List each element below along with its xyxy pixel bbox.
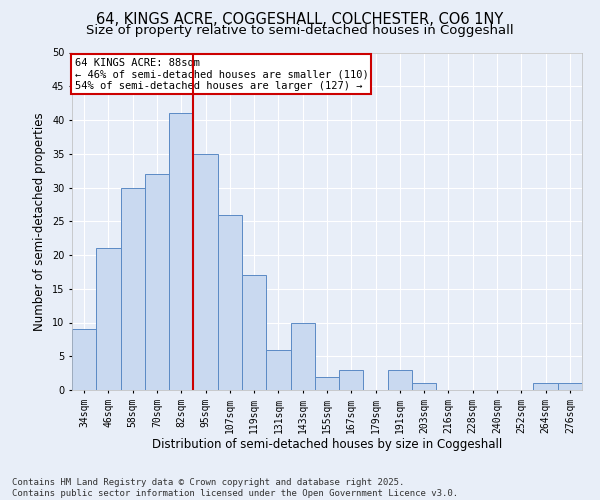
Bar [533, 383, 558, 390]
Bar [266, 350, 290, 390]
Bar [96, 248, 121, 390]
Bar [121, 188, 145, 390]
Bar [558, 383, 582, 390]
Bar [290, 322, 315, 390]
Text: Size of property relative to semi-detached houses in Coggeshall: Size of property relative to semi-detach… [86, 24, 514, 37]
Bar [145, 174, 169, 390]
X-axis label: Distribution of semi-detached houses by size in Coggeshall: Distribution of semi-detached houses by … [152, 438, 502, 452]
Y-axis label: Number of semi-detached properties: Number of semi-detached properties [34, 112, 46, 330]
Bar [412, 383, 436, 390]
Text: 64, KINGS ACRE, COGGESHALL, COLCHESTER, CO6 1NY: 64, KINGS ACRE, COGGESHALL, COLCHESTER, … [97, 12, 503, 28]
Bar [193, 154, 218, 390]
Bar [339, 370, 364, 390]
Text: Contains HM Land Registry data © Crown copyright and database right 2025.
Contai: Contains HM Land Registry data © Crown c… [12, 478, 458, 498]
Bar [169, 114, 193, 390]
Bar [242, 275, 266, 390]
Bar [218, 214, 242, 390]
Bar [72, 329, 96, 390]
Text: 64 KINGS ACRE: 88sqm
← 46% of semi-detached houses are smaller (110)
54% of semi: 64 KINGS ACRE: 88sqm ← 46% of semi-detac… [74, 58, 368, 91]
Bar [315, 376, 339, 390]
Bar [388, 370, 412, 390]
